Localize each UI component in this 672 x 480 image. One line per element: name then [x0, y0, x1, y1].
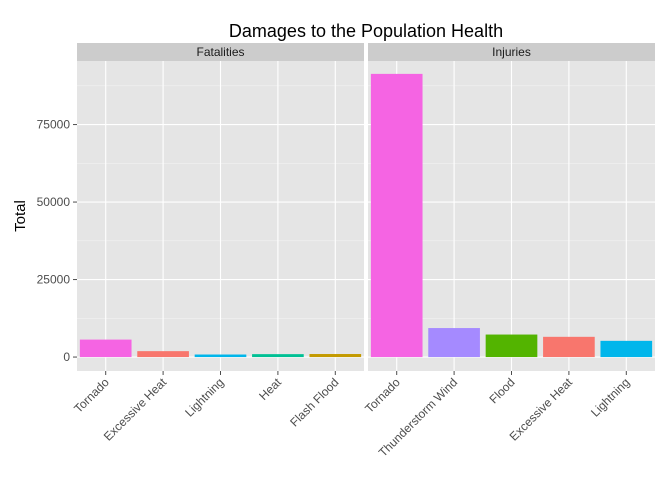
x-tick-label: Tornado [71, 375, 112, 416]
facet-strip [77, 43, 364, 61]
bar-fatalities-tornado [79, 339, 132, 358]
facet-strip-label: Fatalities [196, 45, 244, 59]
y-tick-label: 50000 [37, 195, 71, 209]
facet-strip-label: Injuries [492, 45, 531, 59]
x-tick-label: Lightning [588, 375, 632, 419]
y-tick-label: 25000 [37, 273, 71, 287]
y-tick-label: 0 [63, 350, 70, 364]
chart-title: Damages to the Population Health [229, 21, 503, 41]
x-tick-label: Flood [486, 375, 517, 406]
y-tick-label: 75000 [37, 118, 71, 132]
bar-fatalities-excessive-heat [137, 351, 189, 358]
bar-fatalities-flash-flood [309, 354, 362, 358]
x-tick-label: Heat [256, 375, 284, 403]
bar-injuries-thunderstorm-wind [428, 328, 480, 358]
x-tick-label: Flash Flood [287, 375, 341, 429]
bar-injuries-excessive-heat [543, 336, 595, 358]
bar-injuries-lightning [600, 340, 653, 358]
facet-strip [368, 43, 655, 61]
bar-fatalities-heat [252, 354, 304, 358]
bar-injuries-flood [485, 334, 538, 358]
bar-fatalities-lightning [194, 354, 247, 358]
y-axis-title: Total [12, 200, 29, 232]
y-axis: 0 25000 50000 75000 [37, 118, 77, 364]
x-tick-label: Lightning [182, 375, 226, 419]
bar-injuries-tornado [370, 73, 423, 358]
x-tick-label: Tornado [362, 375, 403, 416]
